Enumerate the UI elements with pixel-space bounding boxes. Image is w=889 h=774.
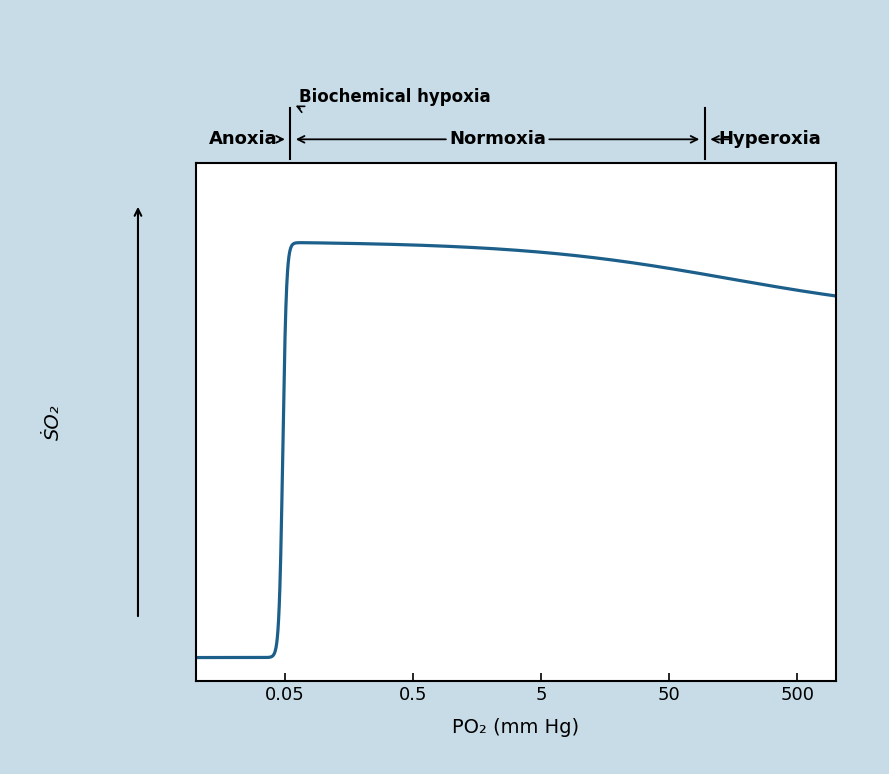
Text: Biochemical hypoxia: Biochemical hypoxia — [300, 87, 491, 106]
Text: Anoxia: Anoxia — [209, 130, 277, 149]
Text: Normoxia: Normoxia — [449, 130, 546, 149]
X-axis label: PO₂ (mm Hg): PO₂ (mm Hg) — [453, 717, 579, 737]
Text: ṠO₂: ṠO₂ — [44, 404, 63, 440]
Text: Hyperoxia: Hyperoxia — [719, 130, 821, 149]
